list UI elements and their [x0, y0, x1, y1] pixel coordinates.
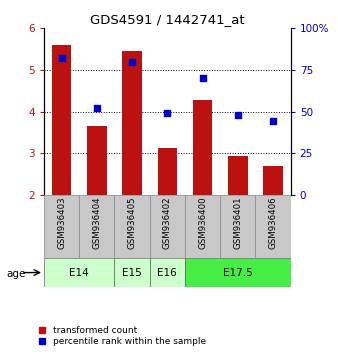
- Point: [200, 75, 205, 81]
- Bar: [193, 100, 212, 195]
- Text: age: age: [7, 269, 26, 279]
- Bar: [44, 258, 115, 287]
- Text: E15: E15: [122, 268, 142, 278]
- Text: GSM936402: GSM936402: [163, 196, 172, 249]
- Point: [270, 119, 276, 124]
- Bar: [150, 195, 185, 258]
- Bar: [158, 148, 177, 195]
- Text: GSM936406: GSM936406: [269, 196, 277, 249]
- Text: E16: E16: [158, 268, 177, 278]
- Bar: [228, 156, 247, 195]
- Point: [129, 59, 135, 64]
- Point: [59, 56, 64, 61]
- Bar: [87, 126, 106, 195]
- Text: GSM936403: GSM936403: [57, 196, 66, 249]
- Bar: [115, 258, 150, 287]
- Bar: [52, 45, 71, 195]
- Title: GDS4591 / 1442741_at: GDS4591 / 1442741_at: [90, 13, 245, 26]
- Point: [165, 110, 170, 116]
- Text: E17.5: E17.5: [223, 268, 253, 278]
- Point: [235, 112, 241, 118]
- Legend: transformed count, percentile rank within the sample: transformed count, percentile rank withi…: [38, 326, 206, 346]
- Text: GSM936404: GSM936404: [92, 196, 101, 249]
- Bar: [150, 258, 185, 287]
- Bar: [122, 51, 142, 195]
- Bar: [115, 195, 150, 258]
- Bar: [79, 195, 115, 258]
- Bar: [256, 195, 291, 258]
- Bar: [185, 258, 291, 287]
- Text: GSM936400: GSM936400: [198, 196, 207, 249]
- Text: GSM936401: GSM936401: [233, 196, 242, 249]
- Text: GSM936405: GSM936405: [127, 196, 137, 249]
- Bar: [185, 195, 220, 258]
- Text: E14: E14: [69, 268, 89, 278]
- Bar: [44, 195, 79, 258]
- Bar: [263, 166, 283, 195]
- Bar: [220, 195, 256, 258]
- Point: [94, 105, 99, 111]
